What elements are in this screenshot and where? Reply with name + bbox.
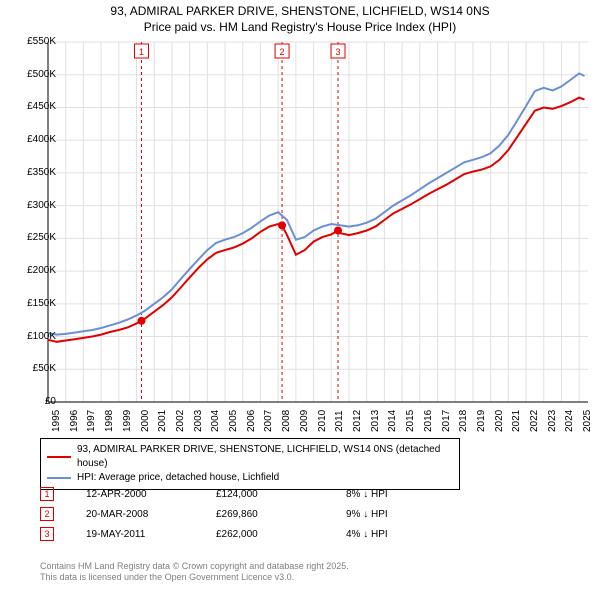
x-tick-label: 2022 — [529, 410, 540, 432]
legend-item-hpi: HPI: Average price, detached house, Lich… — [47, 471, 453, 485]
x-tick-label: 2019 — [476, 410, 487, 432]
x-tick-label: 2020 — [494, 410, 505, 432]
footer-text: Contains HM Land Registry data © Crown c… — [40, 561, 349, 584]
table-row: 2 20-MAR-2008 £269,860 9% ↓ HPI — [40, 504, 466, 524]
table-row: 3 19-MAY-2011 £262,000 4% ↓ HPI — [40, 524, 466, 544]
chart-container: 93, ADMIRAL PARKER DRIVE, SHENSTONE, LIC… — [0, 0, 600, 590]
y-tick-label: £350K — [16, 167, 56, 178]
chart-title: 93, ADMIRAL PARKER DRIVE, SHENSTONE, LIC… — [0, 0, 600, 35]
x-tick-label: 2005 — [228, 410, 239, 432]
legend-item-property: 93, ADMIRAL PARKER DRIVE, SHENSTONE, LIC… — [47, 443, 453, 471]
x-tick-label: 2001 — [157, 410, 168, 432]
legend-swatch-hpi — [47, 477, 71, 479]
title-line-1: 93, ADMIRAL PARKER DRIVE, SHENSTONE, LIC… — [0, 4, 600, 20]
x-tick-label: 2025 — [582, 410, 593, 432]
svg-text:3: 3 — [335, 47, 340, 57]
sale-marker-1: 1 — [40, 487, 54, 501]
x-tick-label: 2023 — [547, 410, 558, 432]
x-tick-label: 2002 — [175, 410, 186, 432]
x-tick-label: 2015 — [405, 410, 416, 432]
legend: 93, ADMIRAL PARKER DRIVE, SHENSTONE, LIC… — [40, 438, 460, 490]
chart-svg: 1 2 3 — [48, 42, 588, 402]
x-tick-label: 2007 — [263, 410, 274, 432]
sale-delta: 4% ↓ HPI — [346, 529, 466, 540]
svg-text:2: 2 — [280, 47, 285, 57]
sale-delta: 9% ↓ HPI — [346, 509, 466, 520]
sale-price: £269,860 — [216, 509, 346, 520]
svg-text:1: 1 — [139, 47, 144, 57]
y-tick-label: £450K — [16, 101, 56, 112]
y-tick-label: £100K — [16, 331, 56, 342]
sale-price: £262,000 — [216, 529, 346, 540]
sale-marker-2: 2 — [40, 507, 54, 521]
x-tick-label: 2008 — [281, 410, 292, 432]
x-tick-label: 2010 — [317, 410, 328, 432]
sale-date: 20-MAR-2008 — [86, 509, 216, 520]
footer-line-1: Contains HM Land Registry data © Crown c… — [40, 561, 349, 573]
x-tick-label: 1995 — [51, 410, 62, 432]
sale-date: 19-MAY-2011 — [86, 529, 216, 540]
legend-label-property: 93, ADMIRAL PARKER DRIVE, SHENSTONE, LIC… — [77, 443, 453, 471]
x-tick-label: 2016 — [423, 410, 434, 432]
x-tick-label: 1996 — [69, 410, 80, 432]
x-tick-label: 2013 — [370, 410, 381, 432]
y-tick-label: £500K — [16, 69, 56, 80]
y-tick-label: £250K — [16, 232, 56, 243]
y-tick-label: £50K — [16, 363, 56, 374]
x-tick-label: 2000 — [140, 410, 151, 432]
y-tick-label: £550K — [16, 36, 56, 47]
x-tick-label: 2021 — [511, 410, 522, 432]
x-tick-label: 2009 — [299, 410, 310, 432]
x-tick-label: 2011 — [334, 410, 345, 432]
x-tick-label: 2017 — [441, 410, 452, 432]
title-line-2: Price paid vs. HM Land Registry's House … — [0, 20, 600, 36]
chart-plot-area: 1 2 3 — [48, 42, 588, 402]
x-tick-label: 1998 — [104, 410, 115, 432]
legend-swatch-property — [47, 456, 71, 458]
x-tick-label: 2006 — [246, 410, 257, 432]
legend-label-hpi: HPI: Average price, detached house, Lich… — [77, 471, 279, 485]
x-tick-label: 1997 — [86, 410, 97, 432]
y-tick-label: £200K — [16, 265, 56, 276]
y-tick-label: £0 — [16, 396, 56, 407]
x-tick-label: 2003 — [193, 410, 204, 432]
footer-line-2: This data is licensed under the Open Gov… — [40, 572, 349, 584]
sale-date: 12-APR-2000 — [86, 489, 216, 500]
x-tick-label: 2014 — [387, 410, 398, 432]
y-tick-label: £150K — [16, 298, 56, 309]
table-row: 1 12-APR-2000 £124,000 8% ↓ HPI — [40, 484, 466, 504]
sales-table: 1 12-APR-2000 £124,000 8% ↓ HPI 2 20-MAR… — [40, 484, 466, 544]
x-tick-label: 2012 — [352, 410, 363, 432]
y-tick-label: £300K — [16, 200, 56, 211]
x-tick-label: 2018 — [458, 410, 469, 432]
sale-delta: 8% ↓ HPI — [346, 489, 466, 500]
sale-marker-3: 3 — [40, 527, 54, 541]
sale-price: £124,000 — [216, 489, 346, 500]
x-tick-label: 2004 — [210, 410, 221, 432]
y-tick-label: £400K — [16, 134, 56, 145]
x-tick-label: 1999 — [122, 410, 133, 432]
x-tick-label: 2024 — [564, 410, 575, 432]
